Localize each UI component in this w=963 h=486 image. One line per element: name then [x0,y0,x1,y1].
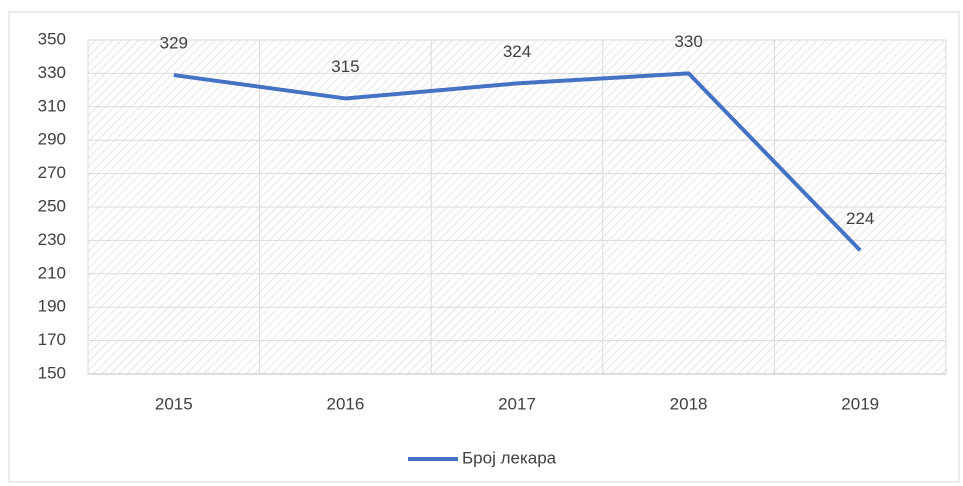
y-tick-label: 290 [38,130,66,149]
y-tick-label: 190 [38,297,66,316]
data-label: 329 [160,34,188,53]
data-label: 324 [503,42,531,61]
y-tick-label: 330 [38,63,66,82]
series-line [173,71,862,252]
legend-label: Број лекара [462,448,557,467]
data-label: 224 [846,209,874,228]
data-label: 330 [674,32,702,51]
x-tick-label: 2018 [670,394,708,413]
data-label: 315 [331,57,359,76]
x-tick-label: 2017 [498,394,536,413]
y-tick-label: 170 [38,330,66,349]
y-tick-label: 310 [38,96,66,115]
x-tick-label: 2016 [326,394,364,413]
y-tick-label: 270 [38,163,66,182]
y-tick-label: 150 [38,363,66,382]
y-tick-label: 250 [38,196,66,215]
x-tick-label: 2019 [841,394,879,413]
y-tick-label: 230 [38,230,66,249]
y-tick-label: 210 [38,263,66,282]
x-tick-label: 2015 [155,394,193,413]
y-tick-label: 350 [38,29,66,48]
